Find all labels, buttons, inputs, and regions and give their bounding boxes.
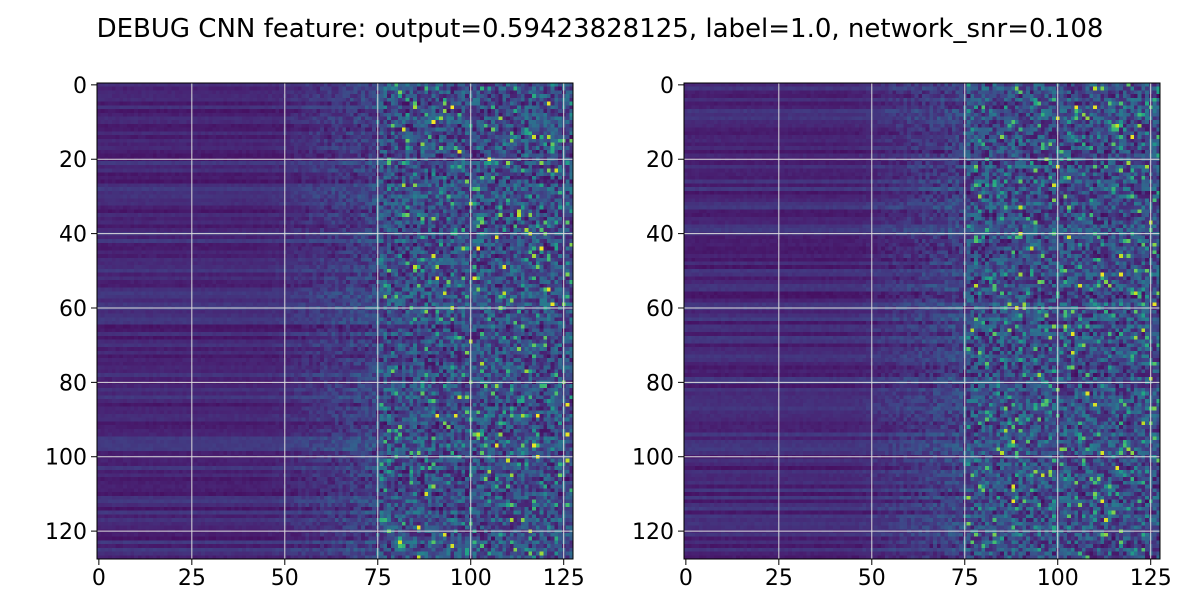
- y-tick-label: 20: [646, 148, 674, 173]
- y-tick-label: 120: [632, 520, 674, 545]
- x-tick-label: 0: [679, 566, 693, 591]
- x-tick-label: 75: [951, 566, 979, 591]
- axes-right: 0 25 50 75 100 125 0 20 40 60 80 100 120: [632, 74, 1172, 591]
- x-tick-label: 125: [543, 566, 585, 591]
- x-tick-label: 50: [271, 566, 299, 591]
- y-tick-label: 60: [646, 297, 674, 322]
- x-tick-label: 50: [858, 566, 886, 591]
- figure-title: DEBUG CNN feature: output=0.59423828125,…: [96, 14, 1104, 44]
- y-tick-label: 80: [59, 371, 87, 396]
- x-tick-label: 100: [450, 566, 492, 591]
- x-tick-label: 25: [178, 566, 206, 591]
- y-tick-label: 0: [73, 74, 87, 99]
- y-tick-label: 0: [660, 74, 674, 99]
- x-tick-label: 25: [765, 566, 793, 591]
- axes-frame: [96, 82, 574, 560]
- y-tick-label: 80: [646, 371, 674, 396]
- y-tick-label: 100: [632, 446, 674, 471]
- y-tick-label: 20: [59, 148, 87, 173]
- y-tick-label: 40: [646, 223, 674, 248]
- axes-left: 0 25 50 75 100 125 0 20 40 60 80 100 120: [45, 74, 585, 591]
- axes-frame: [683, 82, 1161, 560]
- x-tick-label: 100: [1037, 566, 1079, 591]
- y-tick-label: 40: [59, 223, 87, 248]
- y-tick-label: 100: [45, 446, 87, 471]
- y-tick-label: 120: [45, 520, 87, 545]
- y-tick-label: 60: [59, 297, 87, 322]
- heatmap-right: [684, 83, 1160, 559]
- heatmap-left: [97, 83, 573, 559]
- x-tick-label: 0: [92, 566, 106, 591]
- x-tick-label: 125: [1130, 566, 1172, 591]
- x-tick-label: 75: [364, 566, 392, 591]
